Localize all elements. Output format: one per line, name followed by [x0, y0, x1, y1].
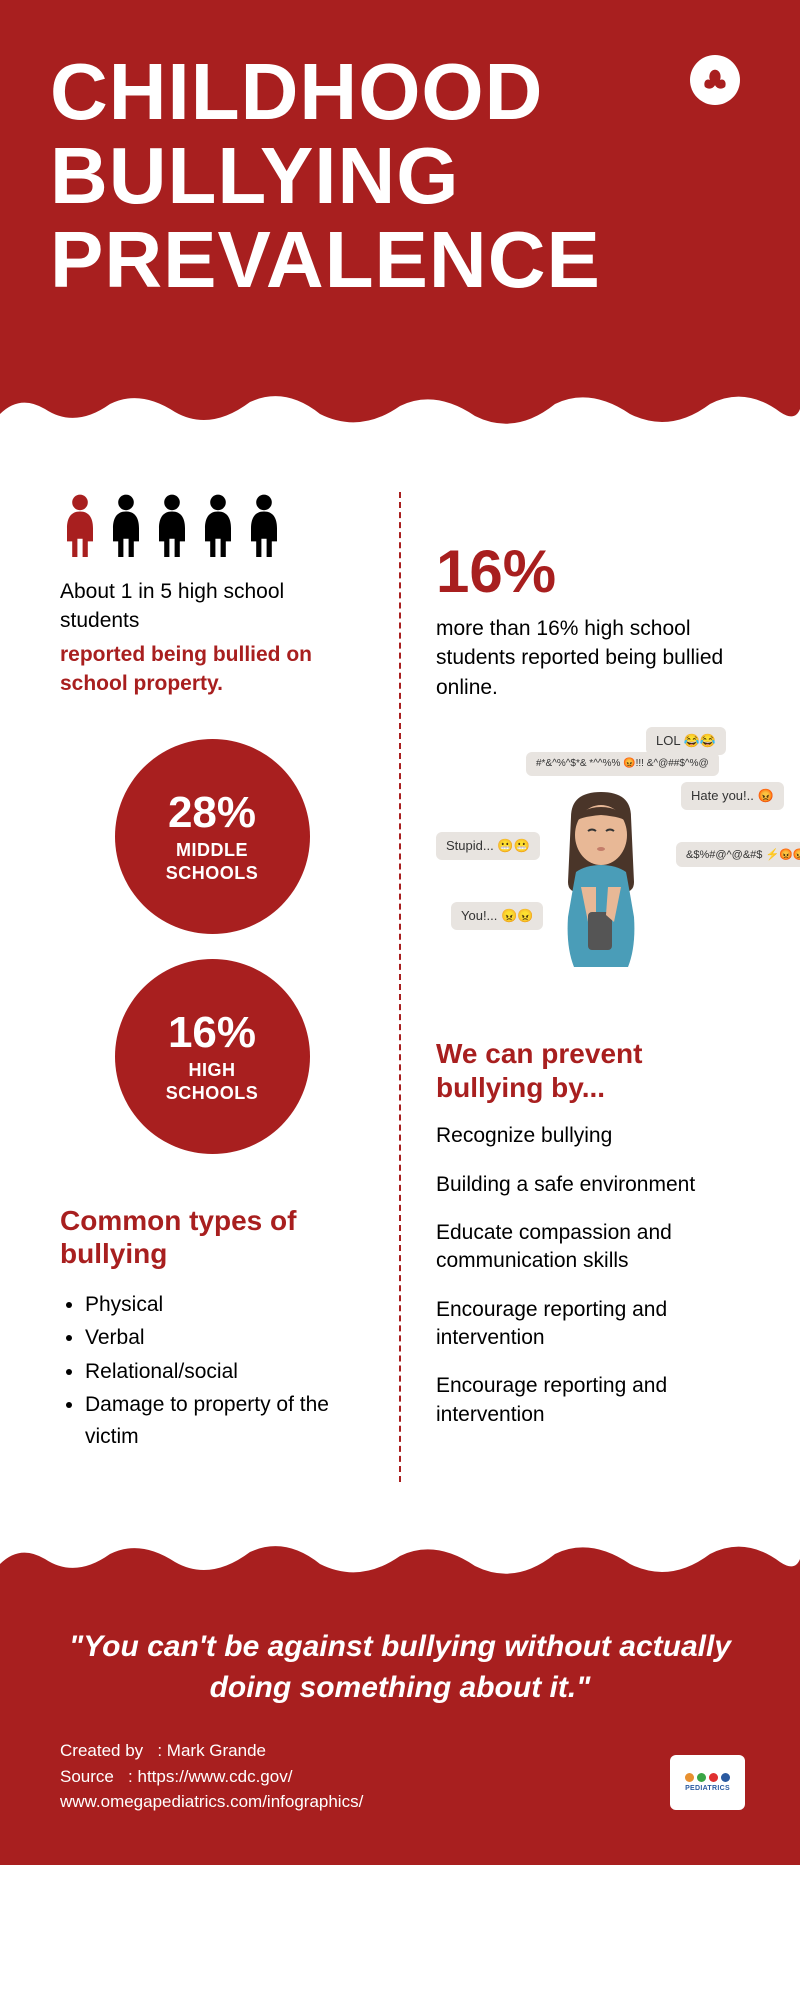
prevent-list: Recognize bullying Building a safe envir…: [436, 1122, 740, 1429]
left-column: About 1 in 5 high school students report…: [60, 492, 394, 1482]
circle-label: SCHOOLS: [166, 863, 259, 884]
list-item: Building a safe environment: [436, 1171, 740, 1199]
list-item: Verbal: [85, 1322, 364, 1354]
logo-icon: [690, 55, 740, 105]
list-item: Relational/social: [85, 1356, 364, 1388]
chat-bubble: Hate you!.. 😡: [681, 782, 784, 810]
credits: Created by : Mark Grande Source : https:…: [60, 1738, 740, 1815]
credit-site: www.omegapediatrics.com/infographics/: [60, 1789, 740, 1815]
chat-bubble: #*&^%^$*& *^^%% 😡!!! &^@##$^%@: [526, 752, 719, 776]
credit-label: Source: [60, 1767, 114, 1786]
credit-value: : https://www.cdc.gov/: [128, 1767, 292, 1786]
prevent-heading: We can prevent bullying by...: [436, 1037, 740, 1104]
pediatrics-logo: PEDIATRICS: [670, 1755, 745, 1810]
circle-label: SCHOOLS: [166, 1083, 259, 1104]
stat-circles: 28% MIDDLE SCHOOLS 16% HIGH SCHOOLS: [60, 739, 364, 1154]
person-icon: [244, 492, 284, 557]
cyberbullying-illustration: LOL 😂😂 #*&^%^$*& *^^%% 😡!!! &^@##$^%@ Ha…: [436, 727, 740, 987]
list-item: Physical: [85, 1289, 364, 1321]
circle-high-schools: 16% HIGH SCHOOLS: [115, 959, 310, 1154]
girl-on-phone-icon: [526, 787, 676, 977]
credit-label: Created by: [60, 1741, 143, 1760]
person-icon: [106, 492, 146, 557]
torn-edge-top: [0, 392, 800, 442]
chat-bubble: &$%#@^@&#$ ⚡😡😡⚡⚡: [676, 842, 800, 867]
stat-intro: About 1 in 5 high school students: [60, 577, 364, 636]
big-percent: 16%: [436, 537, 740, 606]
person-icon: [152, 492, 192, 557]
circle-label: MIDDLE: [176, 840, 248, 861]
percent-text: more than 16% high school students repor…: [436, 614, 740, 702]
list-item: Encourage reporting and intervention: [436, 1372, 740, 1429]
list-item: Damage to property of the victim: [85, 1389, 364, 1452]
person-icon: [198, 492, 238, 557]
quote-text: "You can't be against bullying without a…: [60, 1627, 740, 1708]
logo-text: PEDIATRICS: [685, 1785, 730, 1792]
circle-percent: 28%: [168, 788, 256, 838]
circle-middle-schools: 28% MIDDLE SCHOOLS: [115, 739, 310, 934]
column-divider: [399, 492, 401, 1482]
types-list: Physical Verbal Relational/social Damage…: [60, 1289, 364, 1453]
footer-section: "You can't be against bullying without a…: [0, 1592, 800, 1865]
chat-bubble: LOL 😂😂: [646, 727, 726, 755]
main-title: CHILDHOOD BULLYING PREVALENCE: [50, 50, 750, 302]
list-item: Encourage reporting and intervention: [436, 1296, 740, 1353]
right-column: 16% more than 16% high school students r…: [406, 492, 740, 1482]
list-item: Recognize bullying: [436, 1122, 740, 1150]
torn-edge-bottom: [0, 1542, 800, 1592]
people-icons: [60, 492, 364, 557]
person-icon-highlighted: [60, 492, 100, 557]
types-heading: Common types of bullying: [60, 1204, 364, 1271]
credit-value: : Mark Grande: [157, 1741, 266, 1760]
circle-percent: 16%: [168, 1008, 256, 1058]
chat-bubble: Stupid... 😬😬: [436, 832, 540, 860]
stat-emphasis: reported being bullied on school propert…: [60, 640, 364, 699]
content-section: About 1 in 5 high school students report…: [0, 442, 800, 1542]
list-item: Educate compassion and communication ski…: [436, 1219, 740, 1276]
circle-label: HIGH: [189, 1060, 236, 1081]
header-section: CHILDHOOD BULLYING PREVALENCE: [0, 0, 800, 392]
